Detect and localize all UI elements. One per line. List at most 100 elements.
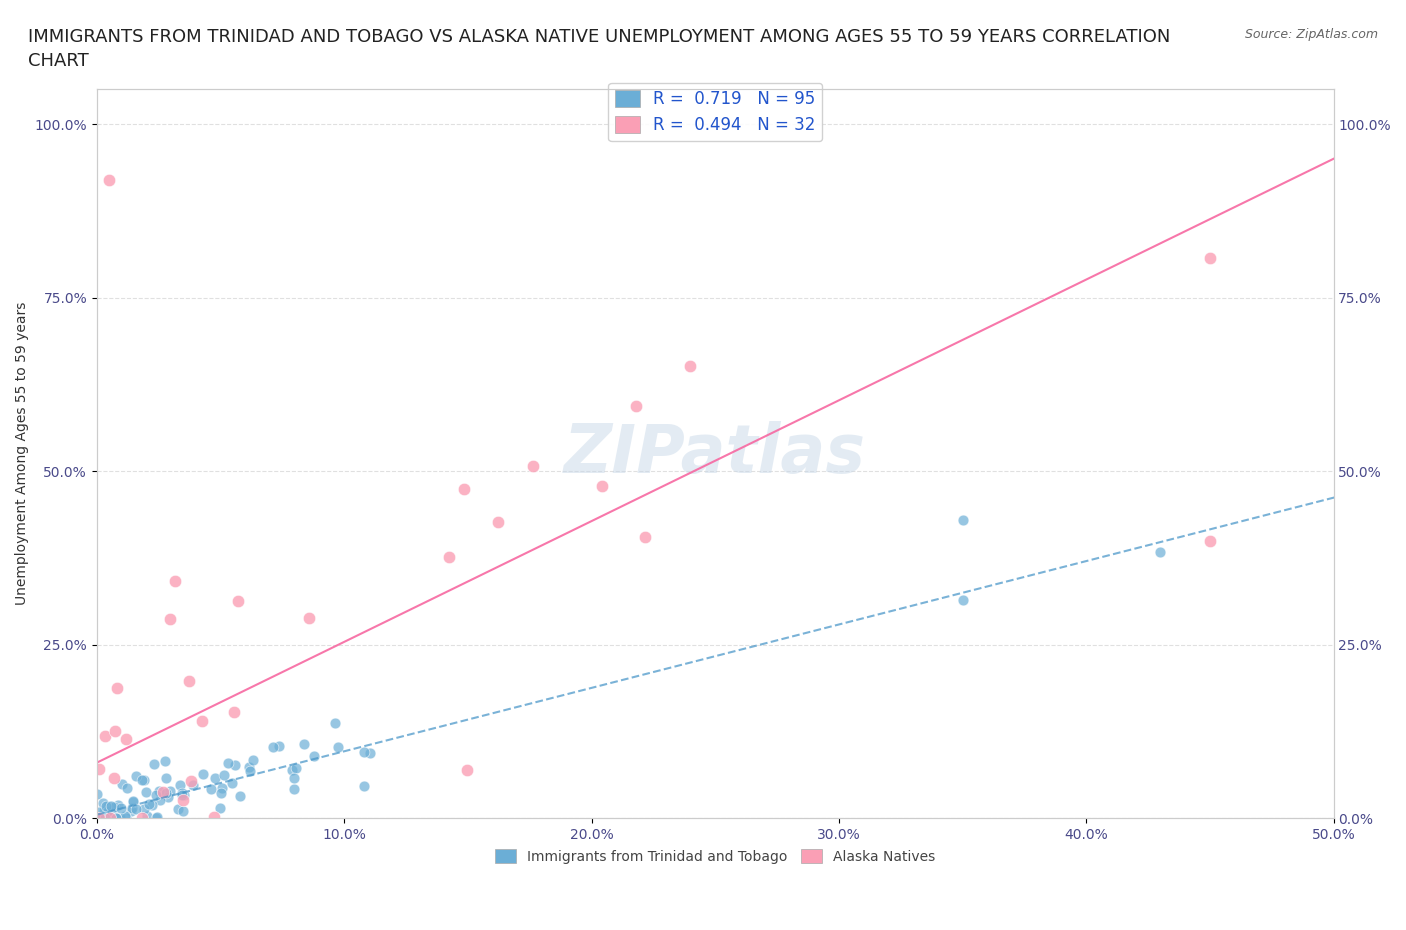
Point: [146, 810, 169, 825]
Point: [93, 804, 115, 818]
Point: [93, 728, 115, 743]
Point: [624, 398, 647, 413]
Point: [1198, 533, 1220, 548]
Point: [359, 746, 381, 761]
Point: [138, 797, 160, 812]
Point: [486, 514, 509, 529]
Point: [353, 744, 375, 759]
Point: [193, 766, 215, 781]
Point: [103, 807, 125, 822]
Point: [145, 811, 167, 826]
Point: [200, 781, 222, 796]
Point: [135, 784, 157, 799]
Point: [145, 788, 167, 803]
Point: [238, 760, 260, 775]
Point: [262, 739, 284, 754]
Point: [131, 773, 153, 788]
Point: [125, 802, 148, 817]
Point: [267, 738, 290, 753]
Point: [97, 804, 120, 818]
Point: [679, 358, 702, 373]
Point: [217, 755, 239, 770]
Point: [283, 782, 305, 797]
Point: [108, 811, 131, 826]
Point: [110, 777, 132, 791]
Point: [115, 780, 138, 795]
Text: ZIPatlas: ZIPatlas: [564, 420, 866, 486]
Point: [165, 574, 187, 589]
Point: [952, 512, 974, 527]
Point: [437, 550, 460, 565]
Point: [114, 811, 136, 826]
Point: [180, 774, 202, 789]
Point: [124, 769, 146, 784]
Point: [104, 724, 127, 739]
Point: [86, 787, 108, 802]
Point: [221, 776, 243, 790]
Point: [226, 594, 249, 609]
Point: [1149, 544, 1171, 559]
Point: [148, 784, 170, 799]
Point: [155, 785, 177, 800]
Point: [94, 799, 117, 814]
Point: [634, 529, 657, 544]
Point: [91, 796, 114, 811]
Point: [89, 762, 111, 777]
Point: [212, 767, 235, 782]
Point: [302, 749, 325, 764]
Y-axis label: Unemployment Among Ages 55 to 59 years: Unemployment Among Ages 55 to 59 years: [15, 302, 30, 605]
Point: [135, 808, 157, 823]
Point: [173, 788, 195, 803]
Point: [110, 801, 132, 816]
Point: [285, 761, 308, 776]
Point: [283, 771, 305, 786]
Point: [100, 798, 122, 813]
Point: [122, 794, 145, 809]
Point: [143, 756, 166, 771]
Point: [181, 777, 204, 792]
Point: [132, 773, 155, 788]
Text: IMMIGRANTS FROM TRINIDAD AND TOBAGO VS ALASKA NATIVE UNEMPLOYMENT AMONG AGES 55 : IMMIGRANTS FROM TRINIDAD AND TOBAGO VS A…: [28, 28, 1170, 70]
Point: [522, 458, 544, 473]
Point: [94, 811, 117, 826]
Point: [211, 780, 233, 795]
Point: [121, 801, 143, 816]
Point: [155, 753, 177, 768]
Point: [105, 681, 128, 696]
Point: [281, 763, 304, 777]
Point: [224, 758, 246, 773]
Point: [155, 770, 177, 785]
Point: [170, 786, 193, 801]
Point: [204, 770, 226, 785]
Point: [120, 804, 142, 818]
Point: [90, 811, 112, 826]
Point: [323, 715, 346, 730]
Point: [152, 784, 174, 799]
Point: [952, 592, 974, 607]
Point: [228, 789, 250, 804]
Point: [134, 802, 156, 817]
Point: [170, 788, 193, 803]
Point: [169, 777, 191, 792]
Point: [141, 798, 163, 813]
Point: [453, 482, 475, 497]
Point: [239, 764, 262, 778]
Point: [209, 801, 232, 816]
Point: [131, 811, 153, 826]
Text: Source: ZipAtlas.com: Source: ZipAtlas.com: [1244, 28, 1378, 41]
Point: [224, 705, 246, 720]
Point: [190, 713, 212, 728]
Point: [104, 811, 127, 826]
Point: [90, 811, 112, 826]
Point: [209, 786, 232, 801]
Point: [89, 811, 111, 826]
Point: [166, 802, 188, 817]
Point: [107, 798, 129, 813]
Point: [326, 740, 349, 755]
Point: [103, 770, 125, 785]
Point: [179, 673, 201, 688]
Point: [89, 805, 111, 820]
Point: [298, 610, 321, 625]
Point: [292, 737, 315, 751]
Point: [172, 792, 194, 807]
